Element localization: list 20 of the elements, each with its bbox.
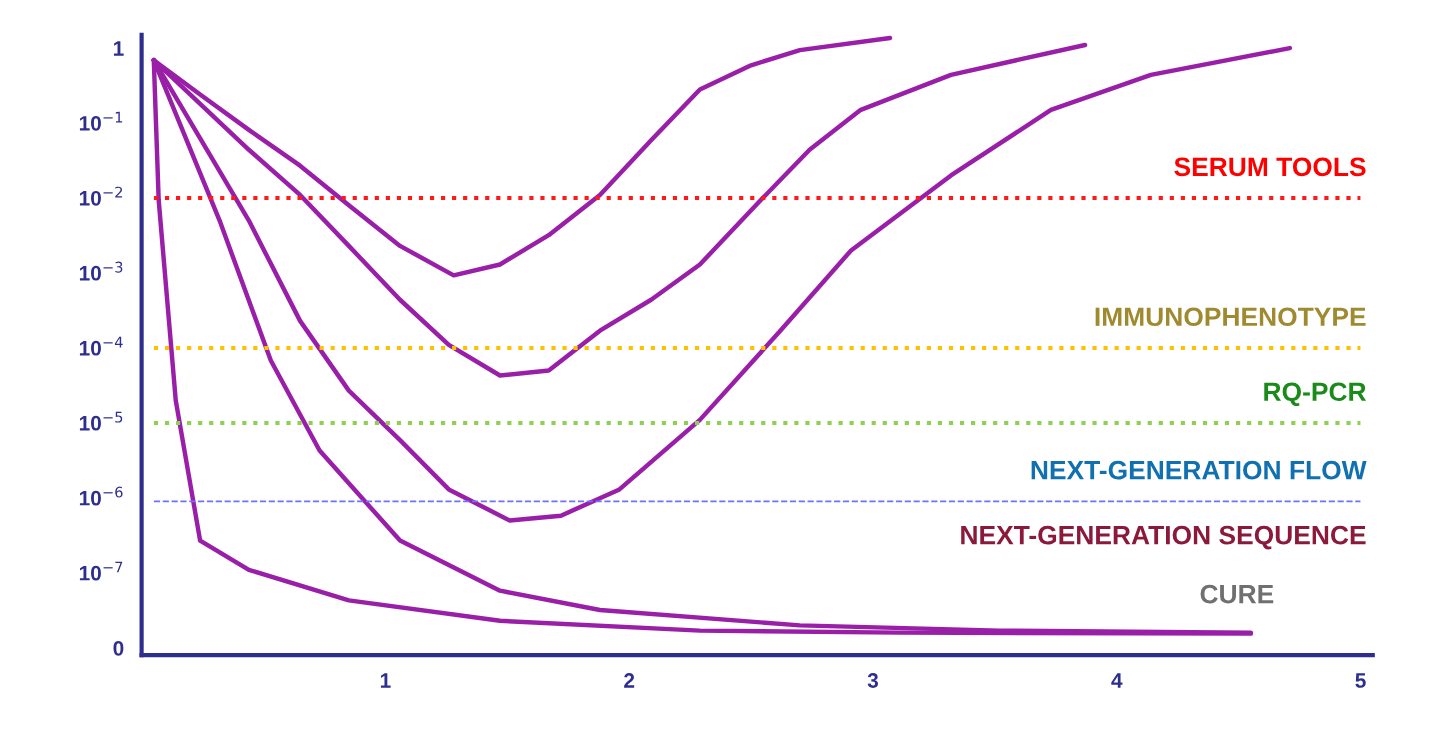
y-tick-label: 10$^{−1}$ (79, 111, 123, 131)
ref-line-label: RQ-PCR (1264, 382, 1367, 407)
y-tick-label: 10$^{−5}$ (79, 411, 123, 431)
ref-line-label: SERUM TOOLS (1174, 157, 1366, 177)
y-tick-label: 0 (113, 640, 124, 656)
y-tick-label: 10$^{−7}$ (79, 561, 123, 581)
y-tick-label: 10$^{−4}$ (79, 336, 123, 356)
ref-line-label: NEXT-GENERATION FLOW (1031, 460, 1367, 480)
x-tick-label: 5 (1355, 673, 1366, 688)
annotation: NEXT-GENERATION SEQUENCE (961, 525, 1366, 550)
ref-line-label: IMMUNOPHENOTYPE (1095, 307, 1366, 327)
y-tick-label: 1 (113, 41, 124, 56)
y-tick-label: 10$^{−6}$ (79, 486, 123, 506)
x-tick-label: 4 (1111, 673, 1123, 688)
x-tick-label: 3 (867, 673, 879, 688)
x-tick-label: 1 (380, 673, 391, 688)
annotation: CURE (1200, 584, 1274, 604)
y-tick-label: 10$^{−3}$ (79, 261, 123, 281)
y-tick-label: 10$^{−2}$ (79, 186, 123, 206)
x-tick-label: 2 (624, 673, 635, 688)
